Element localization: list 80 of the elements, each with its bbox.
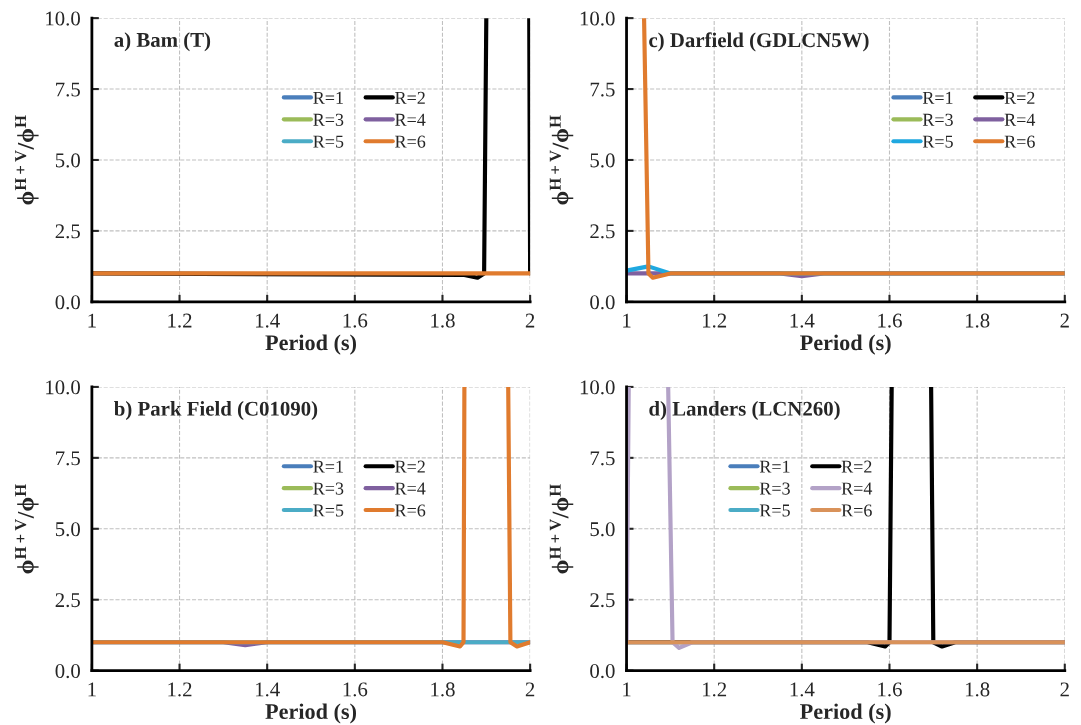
- x-tick-label: 2: [525, 682, 535, 697]
- x-tick-label: 1.8: [431, 682, 455, 697]
- x-tick-label: 1.6: [878, 682, 902, 697]
- y-tick-label: 2.5: [590, 593, 615, 608]
- x-tick-label: 1.8: [431, 313, 455, 328]
- x-axis-title: Period (s): [265, 334, 356, 355]
- y-tick-label: 10.0: [46, 11, 80, 26]
- legend-label: R=6: [395, 504, 426, 517]
- y-tick-label: 10.0: [580, 380, 615, 395]
- legend-label: R=1: [922, 91, 953, 104]
- legend-label: R=4: [395, 113, 426, 126]
- x-tick-label: 2: [1060, 682, 1069, 697]
- y-tick-label: 2.5: [590, 224, 615, 239]
- legend-label: R=5: [759, 504, 790, 517]
- text: a) Bam (T): [114, 32, 211, 52]
- legend-label: R=2: [395, 460, 425, 473]
- x-tick-label: 2: [1060, 313, 1069, 328]
- x-axis-title: Period (s): [800, 334, 891, 355]
- legend-label: R=2: [1004, 91, 1035, 104]
- legend-label: R=1: [759, 460, 790, 473]
- text: c) Darfield (GDLCN5W): [649, 32, 869, 52]
- x-tick-label: 1: [623, 313, 631, 328]
- y-tick-label: 2.5: [55, 593, 80, 608]
- y-tick-label: 0.0: [590, 664, 615, 679]
- y-axis-title: ϕ$^{H+V}$/ϕ$^{H}$: [549, 115, 574, 205]
- legend-label: R=3: [313, 482, 344, 495]
- x-tick-label: 1.2: [703, 682, 727, 697]
- x-tick-label: 1.4: [255, 313, 280, 328]
- x-tick-label: 1: [623, 682, 631, 697]
- legend-label: R=6: [1004, 135, 1035, 148]
- legend-label: R=3: [922, 113, 953, 126]
- y-tick-label: 5.0: [590, 153, 615, 168]
- y-axis-title: ϕ$^{H+V}$/ϕ$^{H}$: [549, 484, 574, 574]
- y-tick-label: 7.5: [56, 451, 80, 466]
- legend-label: R=4: [1004, 113, 1036, 126]
- legend-label: R=2: [395, 91, 425, 104]
- legend-label: R=2: [841, 460, 872, 473]
- text: b) Park Field (C01090): [114, 401, 318, 421]
- legend-label: R=6: [395, 135, 426, 148]
- legend-label: R=5: [313, 135, 344, 148]
- y-axis-title: ϕ$^{H+V}$/ϕ$^{H}$: [15, 484, 39, 574]
- y-tick-label: 2.5: [55, 224, 80, 239]
- legend-label: R=6: [841, 504, 872, 517]
- x-tick-label: 2: [525, 313, 535, 328]
- y-tick-label: 7.5: [590, 451, 615, 466]
- y-tick-label: 0.0: [55, 295, 80, 310]
- x-tick-label: 1.2: [168, 682, 192, 697]
- y-tick-label: 5.0: [590, 522, 615, 537]
- x-tick-label: 1.2: [703, 313, 727, 328]
- x-tick-label: 1: [88, 682, 96, 697]
- x-tick-label: 1.6: [878, 313, 902, 328]
- y-tick-label: 5.0: [55, 522, 80, 537]
- x-tick-label: 1.8: [965, 682, 990, 697]
- legend-label: R=1: [313, 460, 343, 473]
- x-tick-label: 1.2: [168, 313, 192, 328]
- y-tick-label: 0.0: [55, 664, 80, 679]
- x-tick-label: 1.4: [255, 682, 280, 697]
- legend-label: R=5: [313, 504, 344, 517]
- legend-label: R=3: [313, 113, 344, 126]
- y-tick-label: 7.5: [590, 82, 615, 97]
- y-axis-title: ϕ$^{H+V}$/ϕ$^{H}$: [15, 115, 39, 205]
- y-tick-label: 10.0: [580, 11, 615, 26]
- x-tick-label: 1.6: [343, 313, 368, 328]
- legend-label: R=4: [395, 482, 426, 495]
- y-tick-label: 7.5: [56, 82, 80, 97]
- y-tick-label: 10.0: [46, 380, 80, 395]
- y-tick-label: 5.0: [55, 153, 80, 168]
- x-axis-title: Period (s): [800, 703, 891, 724]
- y-tick-label: 0.0: [590, 295, 615, 310]
- legend-label: R=4: [841, 482, 873, 495]
- legend-label: R=3: [759, 482, 790, 495]
- legend-label: R=1: [313, 91, 343, 104]
- x-tick-label: 1.4: [790, 682, 815, 697]
- text: d) Landers (LCN260): [649, 401, 840, 421]
- x-axis-title: Period (s): [265, 703, 356, 724]
- x-tick-label: 1.8: [965, 313, 990, 328]
- x-tick-label: 1: [88, 313, 96, 328]
- legend-label: R=5: [922, 135, 953, 148]
- x-tick-label: 1.6: [343, 682, 368, 697]
- x-tick-label: 1.4: [790, 313, 815, 328]
